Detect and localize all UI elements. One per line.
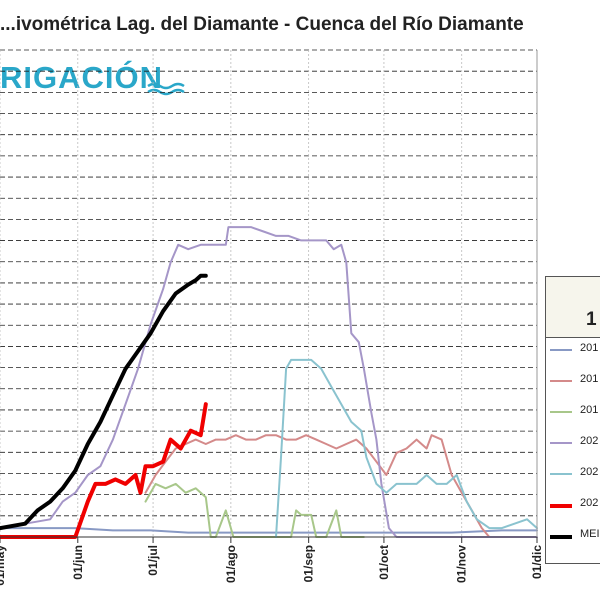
x-tick-label: 01/jul (146, 545, 160, 576)
legend-item: 201 (546, 339, 600, 359)
x-tick-label: 01/jun (71, 545, 85, 580)
x-tick-label: 01/ago (224, 545, 238, 583)
legend-item: MEI (546, 525, 600, 545)
legend-swatch (550, 349, 572, 351)
x-tick-label: 01/may (0, 545, 7, 586)
legend-label: 202 (580, 466, 599, 478)
legend-label: 202 (580, 497, 599, 509)
legend-swatch (550, 535, 572, 539)
legend-item: 202 (546, 432, 600, 452)
legend-swatch (550, 442, 572, 444)
legend-item: 202 (546, 494, 600, 514)
series-line-6 (0, 273, 208, 531)
x-tick-label: 01/dic (530, 545, 544, 579)
legend-label: 201 (580, 404, 599, 416)
legend-item: 201 (546, 370, 600, 390)
series-line-5 (0, 402, 208, 539)
logo-text: RIGACIÓN (0, 60, 163, 95)
x-tick-label: 01/nov (455, 545, 469, 583)
legend-swatch (550, 473, 572, 475)
series-line-0 (0, 527, 538, 534)
legend-label: 201 (580, 342, 599, 354)
legend-swatch (550, 411, 572, 413)
series-line-3 (0, 226, 538, 538)
legend-label: 202 (580, 435, 599, 447)
horizontal-gridlines (0, 49, 537, 538)
legend-swatch (550, 380, 572, 382)
series-line-1 (144, 434, 491, 538)
legend-label: MEI (580, 528, 600, 540)
legend-item: 201 (546, 401, 600, 421)
legend-header: 1 (546, 277, 600, 338)
x-tick-label: 01/sep (302, 545, 316, 582)
series-layer (0, 226, 538, 539)
x-axis: 01/may 01/jun 01/jul 01/ago 01/sep 01/oct 01/n… (0, 50, 544, 586)
legend-item: 202 (546, 463, 600, 483)
x-tick-label: 01/oct (377, 545, 391, 580)
series-line-4 (275, 358, 538, 538)
legend-swatch (550, 504, 572, 508)
chart-title: ...ivométrica Lag. del Diamante - Cuenca… (0, 14, 524, 35)
wave-icon (147, 82, 185, 96)
legend-header-text: 1 (586, 309, 597, 330)
series-line-2 (144, 482, 365, 538)
legend: 1 201 201 201 202 202 202 MEI (545, 276, 600, 564)
legend-label: 201 (580, 373, 599, 385)
brand-logo: RIGACIÓN (0, 58, 200, 98)
